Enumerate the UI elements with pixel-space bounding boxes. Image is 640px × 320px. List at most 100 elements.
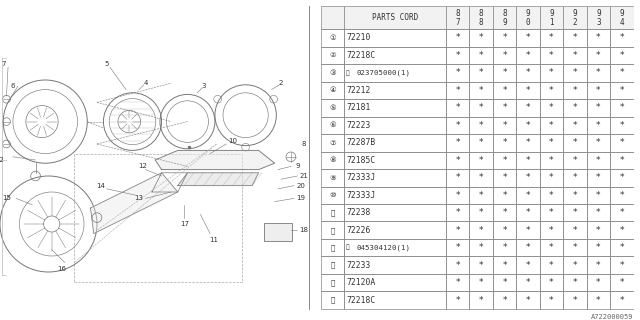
Text: *: * <box>620 296 624 305</box>
Bar <box>563 64 587 82</box>
Text: *: * <box>525 191 530 200</box>
Bar <box>563 239 587 256</box>
Text: *: * <box>479 138 483 147</box>
Text: 3: 3 <box>202 84 206 89</box>
Bar <box>540 239 563 256</box>
Text: ⑫: ⑫ <box>330 227 335 234</box>
Bar <box>469 47 493 64</box>
Bar <box>587 6 610 29</box>
Text: *: * <box>620 173 624 182</box>
Text: 72218C: 72218C <box>346 296 376 305</box>
Text: *: * <box>502 296 507 305</box>
Bar <box>610 134 634 152</box>
Text: 2: 2 <box>279 80 284 86</box>
Text: *: * <box>573 103 577 112</box>
Text: 18: 18 <box>300 228 308 233</box>
Bar <box>493 239 516 256</box>
Bar <box>344 64 446 82</box>
Text: ⑪: ⑪ <box>330 209 335 216</box>
Text: 72333J: 72333J <box>346 191 376 200</box>
Text: *: * <box>573 156 577 165</box>
Text: 8
7: 8 7 <box>455 9 460 27</box>
Bar <box>493 116 516 134</box>
Text: 9
0: 9 0 <box>525 9 531 27</box>
Text: *: * <box>502 156 507 165</box>
Text: *: * <box>573 121 577 130</box>
Text: *: * <box>455 33 460 43</box>
Text: 5: 5 <box>104 61 109 67</box>
Bar <box>344 82 446 99</box>
Text: 6: 6 <box>11 84 15 89</box>
Bar <box>540 6 563 29</box>
Bar <box>540 64 563 82</box>
Text: *: * <box>525 51 530 60</box>
Text: 72226: 72226 <box>346 226 371 235</box>
Text: *: * <box>525 173 530 182</box>
Text: *: * <box>455 173 460 182</box>
Bar <box>540 134 563 152</box>
Bar <box>516 99 540 116</box>
Text: 023705000(1): 023705000(1) <box>357 70 411 76</box>
Text: *: * <box>596 208 601 217</box>
Text: *: * <box>502 103 507 112</box>
Text: *: * <box>573 33 577 43</box>
Text: *: * <box>455 51 460 60</box>
Bar <box>516 134 540 152</box>
Bar <box>563 292 587 309</box>
Bar <box>493 6 516 29</box>
Bar <box>344 47 446 64</box>
Bar <box>469 134 493 152</box>
Text: *: * <box>455 226 460 235</box>
Bar <box>321 116 344 134</box>
Bar <box>540 256 563 274</box>
Bar <box>321 221 344 239</box>
Text: *: * <box>549 208 554 217</box>
Bar <box>493 134 516 152</box>
Text: *: * <box>525 86 530 95</box>
Bar <box>587 169 610 187</box>
Bar <box>321 6 344 29</box>
Text: *: * <box>549 86 554 95</box>
Bar <box>610 152 634 169</box>
Text: 72185C: 72185C <box>346 156 376 165</box>
Bar <box>344 256 446 274</box>
Bar <box>321 187 344 204</box>
Text: ②: ② <box>329 52 336 59</box>
Text: *: * <box>549 173 554 182</box>
Bar <box>469 221 493 239</box>
Bar <box>469 274 493 292</box>
Bar <box>540 47 563 64</box>
Text: 16: 16 <box>57 266 66 272</box>
Bar <box>540 116 563 134</box>
Bar <box>321 64 344 82</box>
Text: 72238: 72238 <box>346 208 371 217</box>
Text: *: * <box>620 156 624 165</box>
Text: Ⓞ: Ⓞ <box>346 245 349 251</box>
Bar <box>493 82 516 99</box>
Bar <box>516 239 540 256</box>
Text: 72212: 72212 <box>346 86 371 95</box>
Text: *: * <box>549 226 554 235</box>
Bar <box>516 82 540 99</box>
Bar <box>321 204 344 221</box>
Text: 72223: 72223 <box>346 121 371 130</box>
Text: *: * <box>549 191 554 200</box>
Text: *: * <box>573 278 577 287</box>
Text: *: * <box>573 68 577 77</box>
Bar <box>446 292 469 309</box>
Text: 8
8: 8 8 <box>479 9 483 27</box>
Bar <box>446 6 469 29</box>
Text: *: * <box>455 121 460 130</box>
Bar <box>321 152 344 169</box>
Bar <box>610 239 634 256</box>
Text: *: * <box>455 278 460 287</box>
Bar <box>516 274 540 292</box>
Text: *: * <box>620 86 624 95</box>
Bar <box>344 187 446 204</box>
Text: *: * <box>502 33 507 43</box>
Text: 9: 9 <box>295 164 300 169</box>
Text: PARTS CORD: PARTS CORD <box>372 13 418 22</box>
Bar <box>610 169 634 187</box>
Bar <box>587 239 610 256</box>
Bar <box>493 29 516 47</box>
